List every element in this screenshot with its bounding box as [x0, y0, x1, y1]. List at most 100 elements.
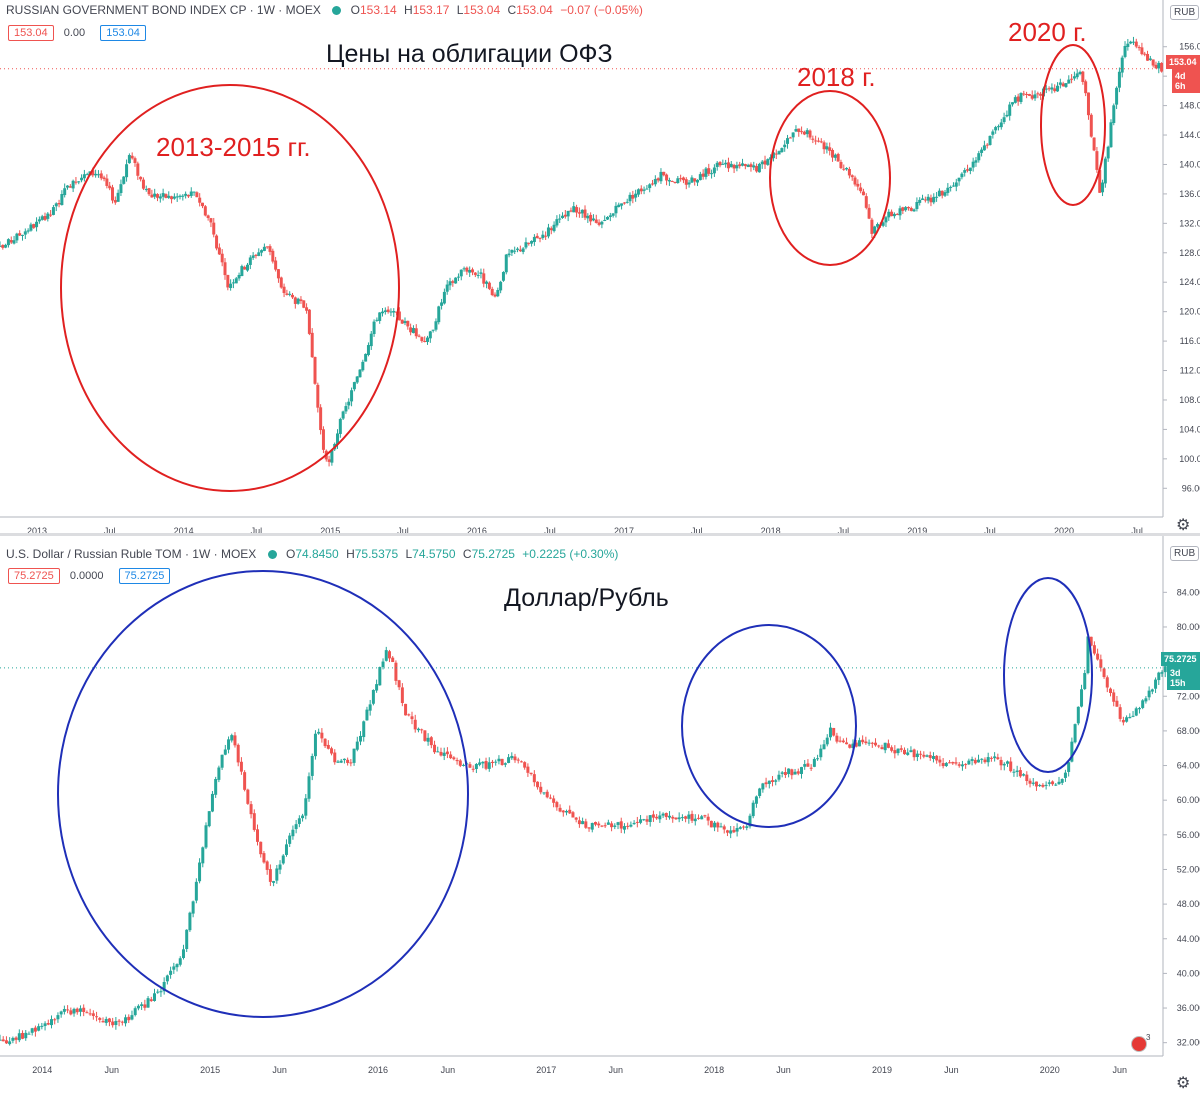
- candle-body: [664, 813, 668, 818]
- candle-body: [307, 776, 311, 799]
- candle-body: [797, 128, 801, 132]
- candle-body: [926, 196, 930, 201]
- bid-box[interactable]: 75.2725: [8, 568, 60, 584]
- candle-body: [687, 814, 691, 819]
- candle-body: [336, 761, 340, 763]
- candle-body: [1047, 88, 1051, 90]
- candle-body: [696, 817, 700, 819]
- candle-body: [1022, 774, 1026, 776]
- candle-body: [974, 160, 978, 163]
- candle-body: [1033, 94, 1037, 99]
- symbol-legend[interactable]: RUSSIAN GOVERNMENT BOND INDEX CP · 1W · …: [6, 3, 647, 17]
- candle-body: [0, 245, 2, 247]
- candle-body: [72, 1008, 76, 1014]
- annotation-ellipse-1: [57, 570, 469, 1018]
- candle-body: [1073, 724, 1077, 743]
- panel-separator[interactable]: [0, 533, 1200, 536]
- candle-body: [278, 864, 282, 870]
- candle-body: [535, 235, 539, 239]
- y-tick-label: 124.00: [1179, 277, 1200, 287]
- x-tick-label: Jul: [1131, 526, 1143, 534]
- candle-body: [973, 759, 977, 764]
- gear-icon[interactable]: ⚙: [1176, 1075, 1191, 1092]
- candle-body: [741, 163, 745, 166]
- candle-body: [887, 211, 891, 218]
- candle-body: [653, 179, 657, 185]
- candle-body: [832, 727, 836, 736]
- x-tick-label: 2014: [32, 1065, 52, 1075]
- candle-body: [442, 752, 446, 756]
- symbol-name[interactable]: RUSSIAN GOVERNMENT BOND INDEX CP · 1W · …: [6, 3, 321, 17]
- candle-body: [130, 155, 134, 159]
- currency-label[interactable]: RUB: [1170, 546, 1200, 561]
- candle-body: [988, 135, 992, 145]
- candle-body: [870, 742, 874, 744]
- x-tick-label: Jun: [104, 1065, 119, 1075]
- candle-body: [56, 1015, 60, 1020]
- candle-body: [32, 224, 36, 228]
- candle-body: [381, 661, 385, 668]
- candle-body: [1098, 170, 1102, 193]
- candle-body: [297, 818, 301, 824]
- candle-body: [49, 214, 53, 216]
- symbol-legend[interactable]: U.S. Dollar / Russian Ruble TOM · 1W · M…: [6, 547, 622, 561]
- candle-body: [1063, 772, 1067, 778]
- candle-body: [1101, 182, 1105, 193]
- candle-body: [1146, 53, 1150, 61]
- candle-body: [62, 1009, 66, 1012]
- candle-body: [175, 964, 179, 968]
- candle-body: [493, 294, 497, 297]
- candle-body: [243, 266, 247, 270]
- candle-body: [1070, 741, 1074, 762]
- candle-body: [552, 798, 556, 803]
- candle-body: [371, 689, 375, 704]
- candle-body: [658, 815, 662, 820]
- candle-body: [590, 823, 594, 830]
- candle-body: [133, 158, 137, 163]
- candle-body: [1044, 784, 1048, 786]
- candle-body: [745, 826, 749, 828]
- ask-box[interactable]: 153.04: [100, 25, 146, 41]
- candle-body: [1144, 698, 1148, 702]
- candle-body: [809, 767, 813, 769]
- bid-box[interactable]: 153.04: [8, 25, 54, 41]
- candle-body: [203, 206, 207, 216]
- candle-body: [381, 311, 385, 314]
- candle-body: [1105, 677, 1109, 688]
- candle-body: [18, 233, 22, 236]
- candle-body: [676, 178, 680, 184]
- last-price-label: 153.04: [1166, 55, 1200, 69]
- symbol-name[interactable]: U.S. Dollar / Russian Ruble TOM · 1W · M…: [6, 547, 257, 561]
- candle-body: [426, 337, 430, 342]
- us-flag-icon[interactable]: 3: [1131, 1033, 1150, 1052]
- candle-body: [95, 1016, 99, 1018]
- candle-body: [1051, 781, 1055, 785]
- candle-body: [330, 449, 334, 463]
- annotation-2020: 2020 г.: [1008, 17, 1087, 47]
- candle-body: [552, 224, 556, 232]
- candle-body: [1115, 700, 1119, 707]
- candle-body: [724, 162, 728, 165]
- candle-body: [791, 132, 795, 138]
- candle-body: [442, 291, 446, 304]
- candle-body: [620, 203, 624, 206]
- currency-label[interactable]: RUB: [1170, 5, 1200, 20]
- ask-box[interactable]: 75.2725: [118, 568, 171, 584]
- candle-body: [684, 179, 688, 185]
- usdrub-panel: 84.000080.000076.000072.000068.000064.00…: [0, 536, 1200, 1096]
- candle-body: [704, 168, 708, 177]
- last-price-label: 75.2725: [1161, 652, 1200, 666]
- candle-body: [726, 162, 730, 169]
- candle-body: [1157, 62, 1161, 69]
- candle-body: [541, 234, 545, 238]
- candle-body: [170, 196, 174, 200]
- candle-body: [886, 743, 890, 748]
- candle-body: [527, 242, 531, 244]
- y-tick-label: 56.0000: [1177, 830, 1200, 840]
- candle-body: [856, 183, 860, 187]
- candle-body: [1120, 57, 1124, 73]
- x-tick-label: Jul: [838, 526, 850, 534]
- candle-body: [1005, 761, 1009, 764]
- gear-icon[interactable]: ⚙: [1176, 517, 1191, 534]
- candle-body: [389, 311, 393, 313]
